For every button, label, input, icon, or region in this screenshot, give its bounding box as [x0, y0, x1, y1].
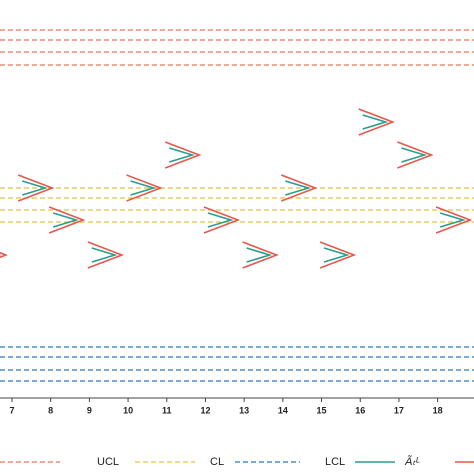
- chevron-marker: [203, 206, 241, 234]
- outer-chevron: [242, 241, 279, 269]
- inner-chevron: [21, 180, 48, 196]
- outer-chevron: [397, 141, 434, 169]
- legend-label: LCL: [325, 456, 345, 468]
- outer-chevron: [17, 174, 55, 202]
- x-tick-label: 17: [394, 405, 404, 415]
- x-tick-label: 14: [278, 405, 288, 415]
- x-tick-label: 11: [162, 405, 172, 415]
- chevron-marker: [319, 241, 357, 269]
- x-tick-label: 8: [48, 405, 53, 415]
- chevron-marker: [242, 241, 279, 269]
- x-tick-label: 10: [123, 405, 133, 415]
- outer-chevron: [319, 241, 357, 269]
- inner-chevron: [130, 180, 157, 196]
- outer-chevron: [48, 206, 86, 234]
- outer-chevron: [126, 174, 163, 202]
- outer-chevron: [87, 241, 125, 269]
- inner-chevron: [91, 247, 118, 263]
- inner-chevron: [169, 147, 195, 163]
- outer-chevron: [358, 108, 395, 136]
- legend-label: UCL: [97, 456, 119, 468]
- chevron-marker: [164, 141, 202, 169]
- x-tick-label: 9: [87, 405, 92, 415]
- x-tick-label: 15: [317, 405, 327, 415]
- inner-chevron: [285, 180, 312, 196]
- x-tick-label: 18: [433, 405, 443, 415]
- x-tick-label: 16: [355, 405, 365, 415]
- x-tick-label: 12: [200, 405, 210, 415]
- inner-chevron: [362, 114, 389, 130]
- inner-chevron: [323, 247, 350, 263]
- outer-chevron: [435, 206, 473, 234]
- chevron-marker: [17, 174, 55, 202]
- inner-chevron: [52, 212, 79, 228]
- chevron-marker: [0, 251, 9, 259]
- inner-chevron: [401, 147, 428, 163]
- chevron-marker: [87, 241, 125, 269]
- outer-chevron: [203, 206, 241, 234]
- chevron-marker: [358, 108, 395, 136]
- inner-chevron: [439, 212, 466, 228]
- chevron-marker: [48, 206, 86, 234]
- chevron-marker: [281, 174, 318, 202]
- inner-chevron: [207, 212, 234, 228]
- outer-chevron: [0, 251, 9, 259]
- chevron-marker: [397, 141, 434, 169]
- inner-chevron: [246, 247, 273, 263]
- x-tick-label: 7: [9, 405, 14, 415]
- outer-chevron: [164, 141, 202, 169]
- legend-label: Ãₜᴸ: [404, 455, 420, 468]
- chevron-marker: [126, 174, 163, 202]
- chevron-marker: [435, 206, 473, 234]
- x-tick-label: 13: [239, 405, 249, 415]
- outer-chevron: [281, 174, 318, 202]
- legend-label: CL: [210, 456, 224, 468]
